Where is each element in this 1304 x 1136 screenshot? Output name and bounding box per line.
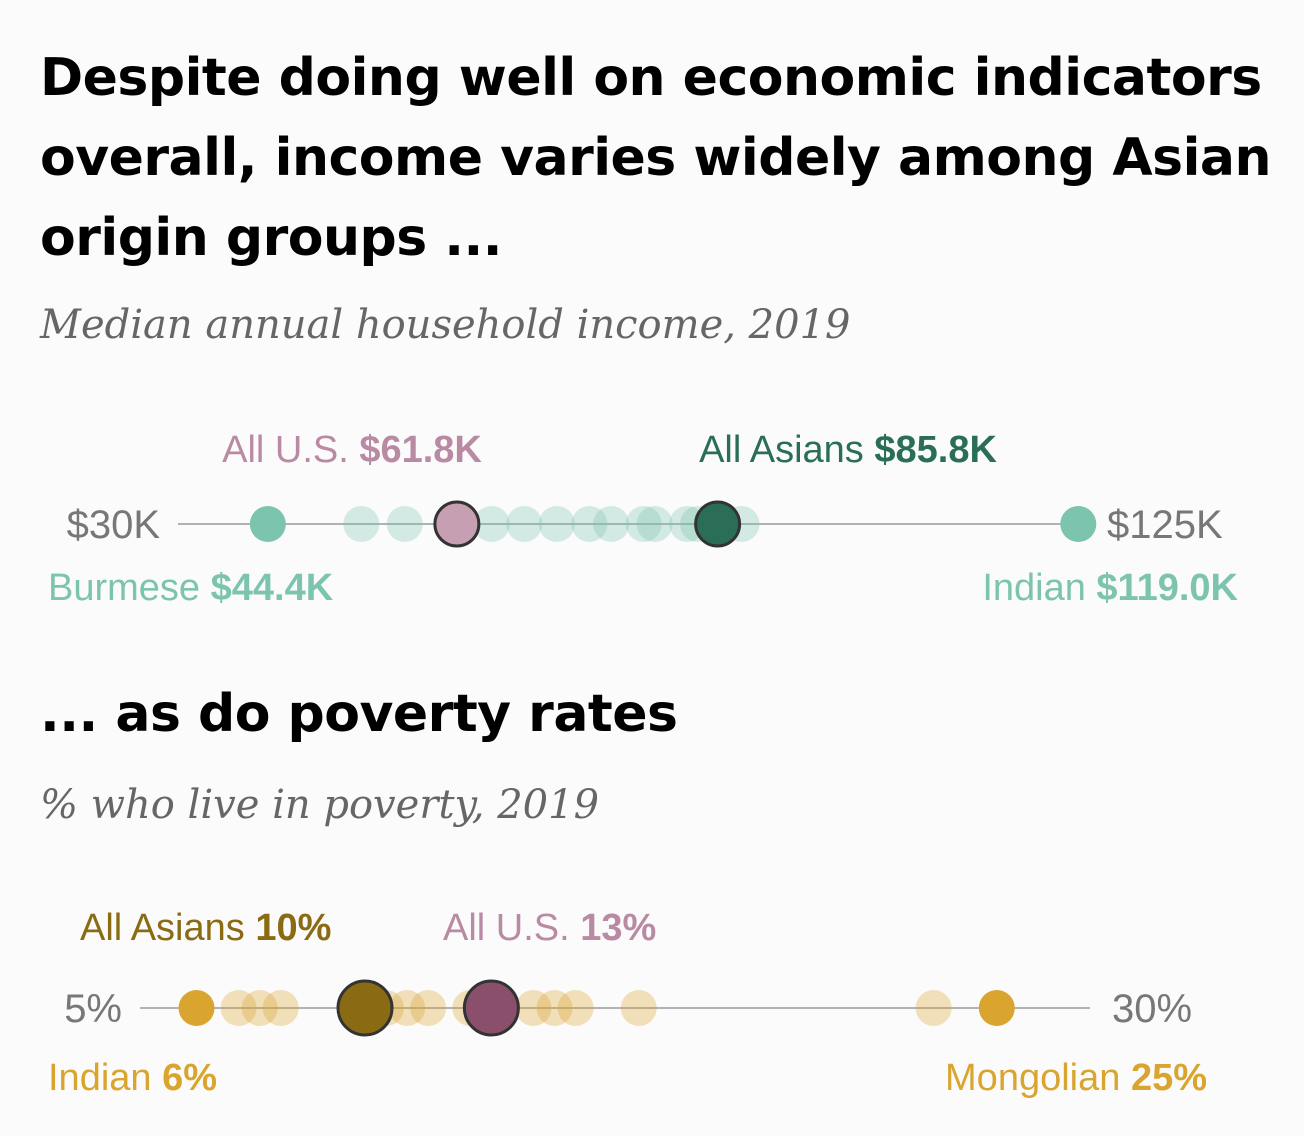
all-asians-income-label: All Asians $85.8K (699, 429, 997, 471)
indian-poverty-label-value: 6% (162, 1057, 217, 1099)
all-us-poverty-label-value: 13% (580, 907, 656, 949)
all-us-income-label-value: $61.8K (359, 429, 482, 471)
chart-title: Despite doing well on economic indicator… (40, 48, 1272, 268)
mongolian-poverty-label-value: 25% (1131, 1057, 1207, 1099)
burmese-income-label-name: Burmese (48, 567, 211, 609)
group-dot (386, 506, 423, 542)
all-asians-poverty-label: All Asians 10% (80, 907, 331, 949)
all-asians-poverty-dot (336, 979, 394, 1037)
burmese-income-label-value: $44.4K (211, 567, 334, 609)
group-dot (410, 990, 447, 1026)
group-dot (625, 506, 662, 542)
mongolian-poverty-label: Mongolian 25% (945, 1057, 1207, 1099)
group-dot (473, 506, 510, 542)
group-dot (536, 990, 573, 1026)
group-dot (915, 990, 952, 1026)
group-dot (593, 506, 630, 542)
indian-poverty-label: Indian 6% (48, 1057, 217, 1099)
all-us-income-label-name: All U.S. (222, 429, 359, 471)
all-asians-poverty-label-name: All Asians (80, 907, 255, 949)
group-dot (506, 506, 543, 542)
group-dot (636, 506, 673, 542)
group-dot (262, 990, 299, 1026)
group-dot (249, 506, 286, 542)
group-dot (343, 506, 380, 542)
indian-income-label-name: Indian (982, 567, 1096, 609)
group-dot (220, 990, 257, 1026)
indian-poverty-label-name: Indian (48, 1057, 162, 1099)
axis-max-label: 30% (1112, 987, 1192, 1031)
mongolian-poverty-label-name: Mongolian (945, 1057, 1131, 1099)
group-dot (571, 506, 608, 542)
group-dot (241, 990, 278, 1026)
group-dot (515, 990, 552, 1026)
poverty-dot-plot: 5% 30% All Asians 10% All U.S. 13% Indian 6%… (48, 907, 1207, 1099)
group-dot (538, 506, 575, 542)
all-us-income-label: All U.S. $61.8K (222, 429, 482, 471)
axis-max-label: $125K (1107, 503, 1223, 547)
all-us-income-dot (433, 500, 481, 548)
group-dot (620, 990, 657, 1026)
all-asians-income-label-name: All Asians (699, 429, 874, 471)
all-us-poverty-label: All U.S. 13% (443, 907, 656, 949)
all-us-poverty-dot (462, 979, 520, 1037)
axis-min-label: 5% (64, 987, 122, 1031)
poverty-subtitle: % who live in poverty, 2019 (40, 782, 600, 828)
indian-income-label: Indian $119.0K (982, 567, 1238, 609)
group-dot (178, 990, 215, 1026)
group-dot (1060, 506, 1097, 542)
income-dot-plot: $30K $125K All U.S. $61.8K All Asians $85.8… (48, 429, 1239, 609)
burmese-income-label: Burmese $44.4K (48, 567, 334, 609)
poverty-title: ... as do poverty rates (40, 684, 678, 744)
group-dot (389, 990, 426, 1026)
group-dot (557, 990, 594, 1026)
all-asians-income-dot (694, 500, 742, 548)
chart-subtitle: Median annual household income, 2019 (40, 302, 851, 348)
axis-min-label: $30K (67, 503, 161, 547)
all-us-poverty-label-name: All U.S. (443, 907, 580, 949)
all-asians-income-label-value: $85.8K (874, 429, 997, 471)
group-dot (978, 990, 1015, 1026)
indian-income-label-value: $119.0K (1096, 567, 1238, 609)
all-asians-poverty-label-value: 10% (255, 907, 331, 949)
